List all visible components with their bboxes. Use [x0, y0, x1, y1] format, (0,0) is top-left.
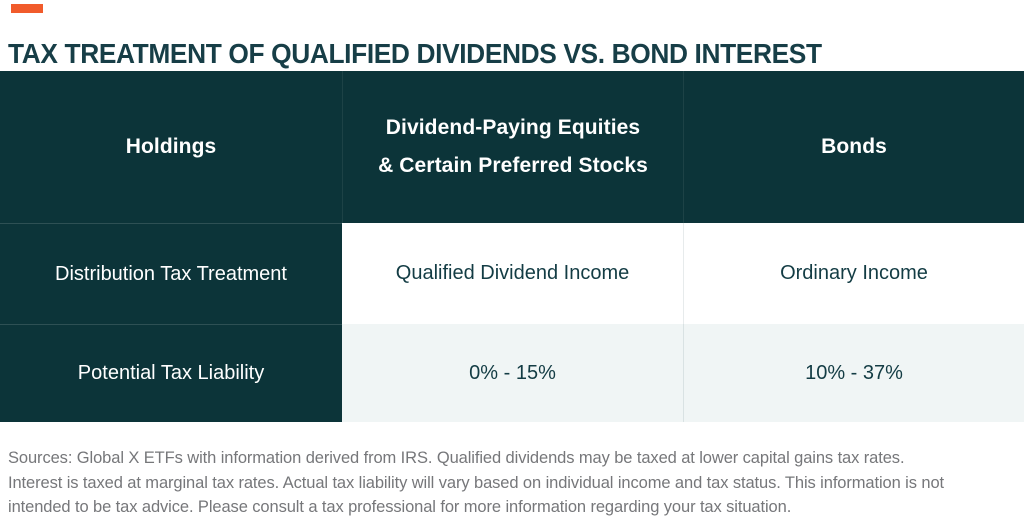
row-label-text: Distribution Tax Treatment	[55, 262, 287, 285]
cell-value: 0% - 15%	[469, 361, 556, 384]
cell-equities-liability: 0% - 15%	[342, 324, 683, 422]
source-note: Sources: Global X ETFs with information …	[8, 446, 1018, 520]
cell-value: Qualified Dividend Income	[395, 262, 630, 284]
page-title: TAX TREATMENT OF QUALIFIED DIVIDENDS VS.…	[8, 37, 822, 69]
header-equities-line1: Dividend-Paying Equities	[385, 116, 641, 139]
source-note-line: intended to be tax advice. Please consul…	[8, 498, 792, 516]
cell-value: 10% - 37%	[805, 361, 903, 384]
header-cell-equities: Dividend-Paying Equities & Certain Prefe…	[342, 71, 683, 223]
cell-bonds-liability: 10% - 37%	[683, 324, 1024, 422]
cell-value: Ordinary Income	[780, 262, 928, 284]
row-label-distribution-tax-treatment: Distribution Tax Treatment	[0, 223, 342, 324]
header-cell-holdings: Holdings	[0, 71, 342, 223]
header-bonds-label: Bonds	[821, 135, 887, 158]
cell-equities-distribution: Qualified Dividend Income	[342, 223, 683, 324]
row-label-text: Potential Tax Liability	[77, 362, 265, 384]
row-label-potential-tax-liability: Potential Tax Liability	[0, 324, 342, 422]
tax-treatment-table: Holdings Dividend-Paying Equities & Cert…	[0, 71, 1024, 422]
source-note-line: Sources: Global X ETFs with information …	[8, 449, 905, 467]
accent-bar	[11, 4, 43, 13]
source-note-line: Interest is taxed at marginal tax rates.…	[8, 473, 945, 492]
header-cell-bonds: Bonds	[683, 71, 1024, 223]
header-equities-line2: & Certain Preferred Stocks	[378, 154, 648, 177]
cell-bonds-distribution: Ordinary Income	[683, 223, 1024, 324]
header-holdings-label: Holdings	[125, 135, 217, 158]
